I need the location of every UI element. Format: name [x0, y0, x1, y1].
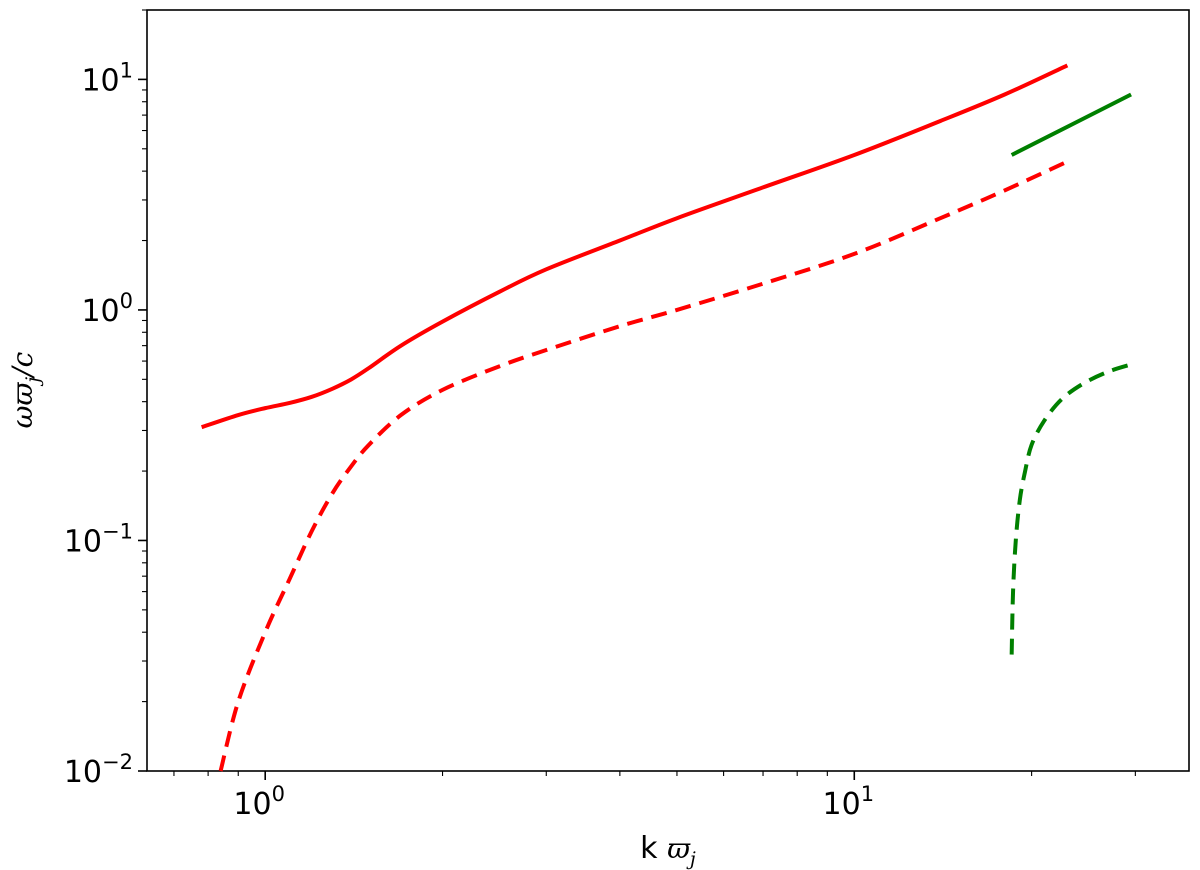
y-tick-label: 10−1: [64, 519, 133, 559]
y-tick-labels: 10−2 10−1 100 101: [64, 58, 133, 790]
plot-area: [146, 9, 1190, 772]
series-line-1: [201, 63, 1069, 430]
y-tick-label: 10−2: [64, 750, 133, 790]
y-tick-label: 101: [81, 58, 133, 98]
series-line-3: [1010, 92, 1132, 157]
x-tick-label: 100: [233, 782, 285, 822]
x-axis-label: k ϖj: [640, 831, 696, 870]
series-line-4: [1009, 362, 1132, 655]
x-tick-label: 101: [823, 782, 875, 822]
minor-ticks: [142, 9, 1136, 776]
y-axis-label: ωϖj/c: [6, 351, 44, 428]
series-layer: [201, 63, 1132, 772]
x-tick-labels: 100 101: [233, 782, 874, 822]
major-ticks: [138, 78, 856, 780]
y-tick-label: 100: [81, 289, 133, 329]
series-line-2: [218, 159, 1069, 772]
